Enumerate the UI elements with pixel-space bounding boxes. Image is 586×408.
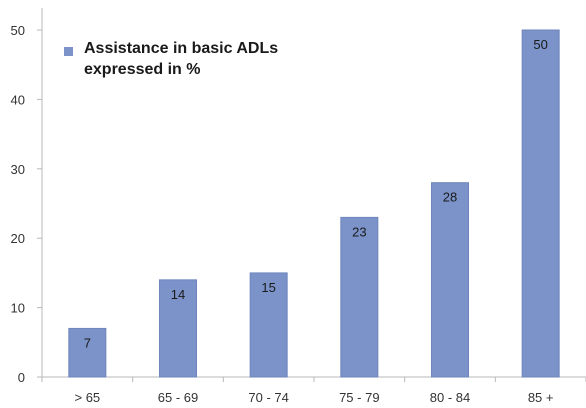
- x-tick-labels: > 65 65 - 69 70 - 74 75 - 79 80 - 84 85 +: [74, 390, 553, 405]
- data-label: 15: [261, 280, 275, 295]
- bar: [340, 216, 379, 378]
- x-tick-label: > 65: [74, 390, 100, 405]
- x-tick-label: 85 +: [528, 390, 554, 405]
- y-tick-label: 0: [18, 370, 25, 385]
- bar: [159, 279, 197, 378]
- x-tick-label: 65 - 69: [158, 390, 198, 405]
- y-tick-labels: 0 10 20 30 40 50: [11, 23, 25, 385]
- y-tick-label: 40: [11, 92, 25, 107]
- data-label: 14: [171, 287, 185, 302]
- data-label: 23: [352, 224, 366, 239]
- data-labels: 7 14 15 23 28 50: [84, 37, 548, 350]
- x-tick-label: 75 - 79: [339, 390, 379, 405]
- data-label: 7: [84, 335, 91, 350]
- bars: [68, 29, 560, 378]
- x-tick-label: 80 - 84: [430, 390, 470, 405]
- bar: [68, 327, 107, 378]
- data-label: 28: [443, 190, 457, 205]
- legend-label-line-2: expressed in %: [84, 61, 201, 78]
- legend-label-line-1: Assistance in basic ADLs: [84, 40, 278, 57]
- legend-swatch: [64, 47, 73, 56]
- y-tick-label: 50: [11, 23, 25, 38]
- y-tick-label: 10: [11, 301, 25, 316]
- x-tick-label: 70 - 74: [248, 390, 288, 405]
- bar: [431, 182, 469, 378]
- data-label: 50: [533, 37, 547, 52]
- bar: [249, 272, 288, 378]
- legend: Assistance in basic ADLs expressed in %: [64, 40, 278, 78]
- y-tick-label: 30: [11, 162, 25, 177]
- axes: [37, 8, 586, 382]
- y-tick-label: 20: [11, 231, 25, 246]
- bar: [521, 29, 560, 378]
